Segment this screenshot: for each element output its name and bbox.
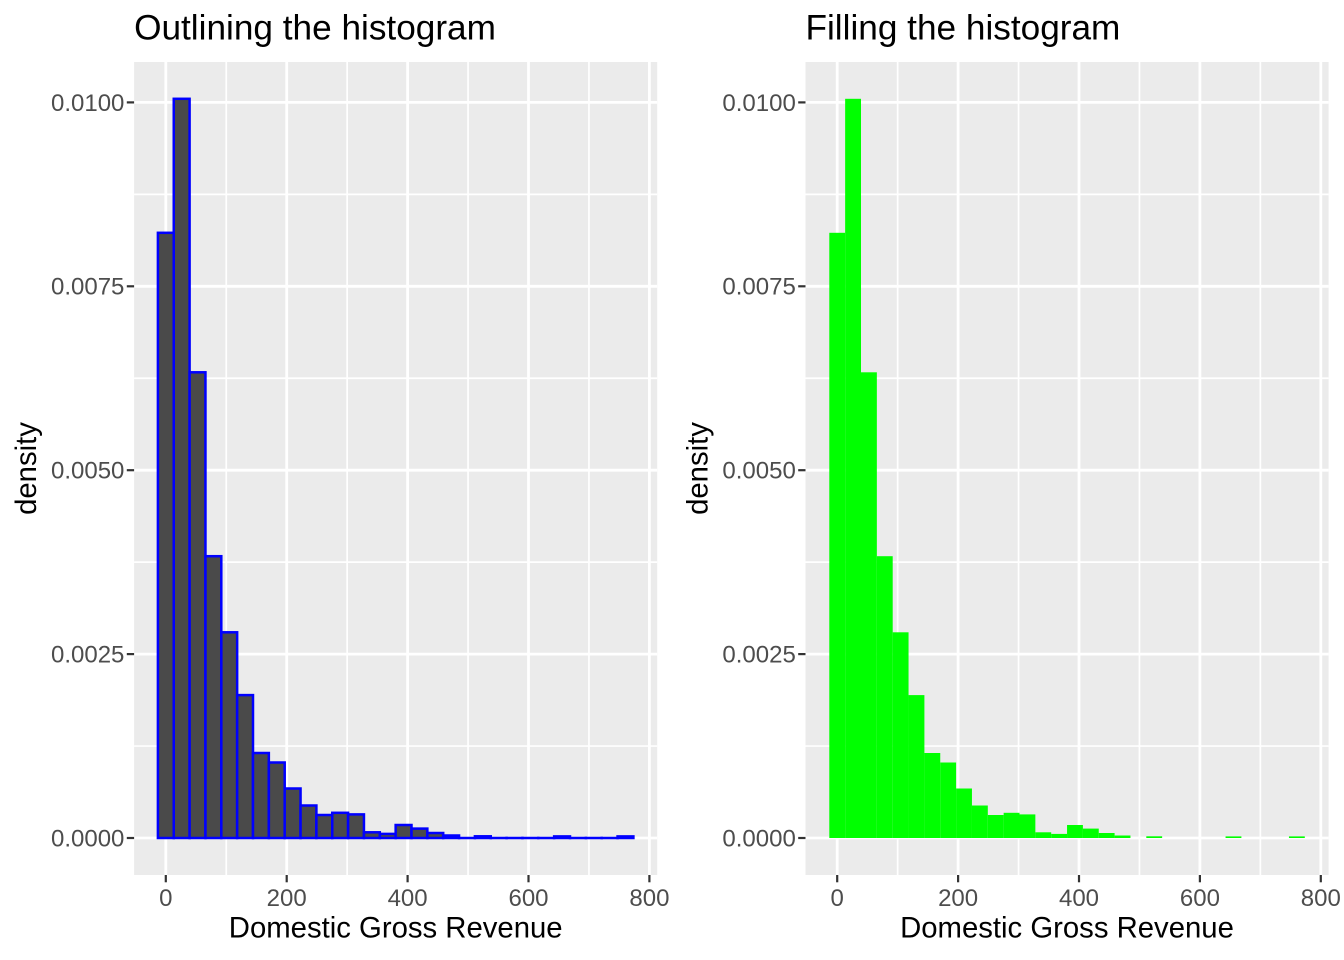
svg-text:0.0025: 0.0025 <box>51 642 124 669</box>
svg-text:400: 400 <box>1059 885 1099 912</box>
svg-text:0.0075: 0.0075 <box>51 274 124 301</box>
svg-text:density: density <box>681 422 714 515</box>
svg-text:600: 600 <box>508 885 548 912</box>
svg-text:density: density <box>10 422 43 515</box>
svg-text:Domestic Gross Revenue: Domestic Gross Revenue <box>229 912 563 945</box>
svg-text:400: 400 <box>388 885 428 912</box>
svg-text:Filling the histogram: Filling the histogram <box>806 9 1121 48</box>
svg-text:200: 200 <box>938 885 978 912</box>
svg-text:200: 200 <box>267 885 307 912</box>
svg-text:600: 600 <box>1180 885 1220 912</box>
svg-text:0.0075: 0.0075 <box>722 274 795 301</box>
svg-text:0.0025: 0.0025 <box>722 642 795 669</box>
svg-text:0.0050: 0.0050 <box>51 458 124 485</box>
svg-text:0.0050: 0.0050 <box>722 458 795 485</box>
svg-text:0.0000: 0.0000 <box>722 825 795 852</box>
svg-text:800: 800 <box>1301 885 1341 912</box>
svg-text:Outlining the histogram: Outlining the histogram <box>134 9 496 48</box>
svg-text:Domestic Gross Revenue: Domestic Gross Revenue <box>900 912 1234 945</box>
svg-text:0: 0 <box>831 885 844 912</box>
svg-text:0: 0 <box>159 885 172 912</box>
svg-text:0.0000: 0.0000 <box>51 825 124 852</box>
svg-text:800: 800 <box>629 885 669 912</box>
svg-text:0.0100: 0.0100 <box>722 90 795 117</box>
svg-text:0.0100: 0.0100 <box>51 90 124 117</box>
